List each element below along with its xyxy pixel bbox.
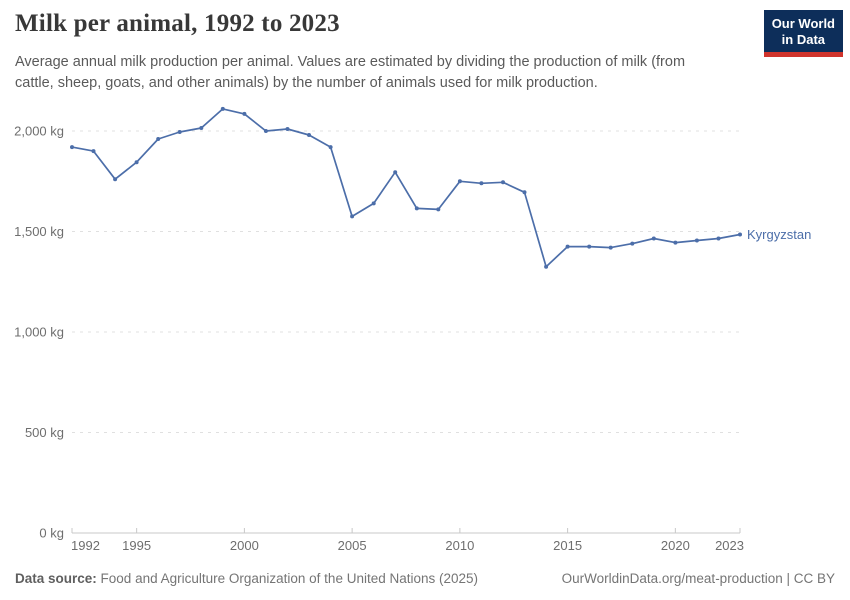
owid-logo-line1: Our World bbox=[771, 16, 835, 31]
data-point-marker[interactable] bbox=[457, 179, 462, 184]
chart-footer: Data source: Food and Agriculture Organi… bbox=[15, 571, 835, 586]
data-point-marker[interactable] bbox=[350, 214, 355, 219]
y-axis-tick-label: 0 kg bbox=[39, 526, 64, 541]
y-axis-tick-label: 1,500 kg bbox=[14, 224, 64, 239]
owid-logo[interactable]: Our World in Data bbox=[763, 10, 843, 58]
data-point-marker[interactable] bbox=[371, 201, 376, 206]
x-axis-tick-label: 2005 bbox=[338, 538, 367, 553]
footer-citation-link[interactable]: OurWorldinData.org/meat-production | CC … bbox=[561, 571, 835, 586]
x-axis-tick-label: 2000 bbox=[230, 538, 259, 553]
data-source-text: Food and Agriculture Organization of the… bbox=[100, 571, 479, 586]
data-point-marker[interactable] bbox=[242, 111, 247, 116]
owid-logo-line2: in Data bbox=[781, 31, 826, 47]
data-point-marker[interactable] bbox=[156, 137, 161, 141]
data-point-marker[interactable] bbox=[393, 170, 398, 175]
chart-subtitle: Average annual milk production per anima… bbox=[15, 54, 686, 92]
data-point-marker[interactable] bbox=[587, 244, 592, 249]
y-axis-tick-label: 1,000 kg bbox=[14, 325, 64, 340]
data-point-marker[interactable] bbox=[716, 236, 721, 241]
series-line-kyrgyzstan[interactable] bbox=[71, 108, 741, 268]
data-point-marker[interactable] bbox=[199, 126, 204, 130]
data-point-marker[interactable] bbox=[328, 145, 333, 150]
data-point-marker[interactable] bbox=[565, 244, 570, 249]
data-point-marker[interactable] bbox=[673, 240, 678, 245]
y-axis-tick-label: 500 kg bbox=[25, 425, 64, 440]
x-axis-tick-label: 2015 bbox=[553, 538, 582, 553]
data-point-marker[interactable] bbox=[436, 207, 441, 212]
data-point-marker[interactable] bbox=[630, 241, 635, 246]
y-axis-tick-label: 2,000 kg bbox=[14, 124, 64, 139]
data-point-marker[interactable] bbox=[414, 206, 419, 211]
data-point-marker[interactable] bbox=[307, 133, 311, 137]
x-axis-tick-label: 1992 bbox=[71, 538, 100, 553]
data-source-label: Data source: bbox=[15, 571, 97, 586]
data-point-marker[interactable] bbox=[479, 181, 484, 186]
data-point-marker[interactable] bbox=[113, 177, 118, 182]
data-point-marker[interactable] bbox=[522, 190, 527, 195]
data-point-marker[interactable] bbox=[285, 127, 290, 131]
data-point-marker[interactable] bbox=[263, 129, 268, 133]
data-point-marker[interactable] bbox=[177, 130, 182, 134]
data-point-marker[interactable] bbox=[544, 264, 549, 269]
data-point-marker[interactable] bbox=[738, 232, 742, 237]
data-point-marker[interactable] bbox=[220, 106, 225, 111]
x-axis-tick-label: 2023 bbox=[715, 538, 744, 553]
data-point-marker[interactable] bbox=[694, 238, 699, 243]
data-point-marker[interactable] bbox=[501, 180, 505, 185]
data-source: Data source: Food and Agriculture Organi… bbox=[15, 571, 478, 586]
series-end-label: Kyrgyzstan bbox=[747, 227, 811, 242]
chart-title: Milk per animal, 1992 to 2023 bbox=[15, 10, 340, 37]
data-point-marker[interactable] bbox=[651, 236, 656, 241]
x-axis-tick-label: 1995 bbox=[122, 538, 151, 553]
data-point-marker[interactable] bbox=[134, 160, 139, 165]
x-axis-tick-label: 2020 bbox=[661, 538, 690, 553]
data-point-marker[interactable] bbox=[91, 149, 96, 154]
data-point-marker[interactable] bbox=[70, 145, 74, 150]
x-axis-tick-label: 2010 bbox=[445, 538, 474, 553]
data-point-marker[interactable] bbox=[608, 245, 613, 250]
